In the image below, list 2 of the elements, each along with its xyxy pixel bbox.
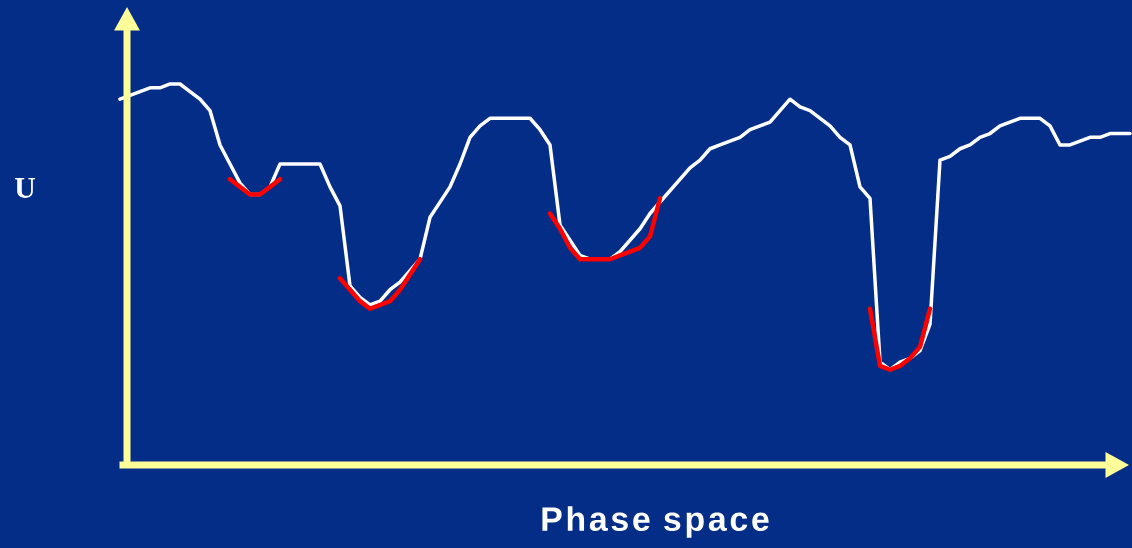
x-axis-title: Phase space xyxy=(542,506,769,538)
y-axis-title: U xyxy=(14,178,36,198)
